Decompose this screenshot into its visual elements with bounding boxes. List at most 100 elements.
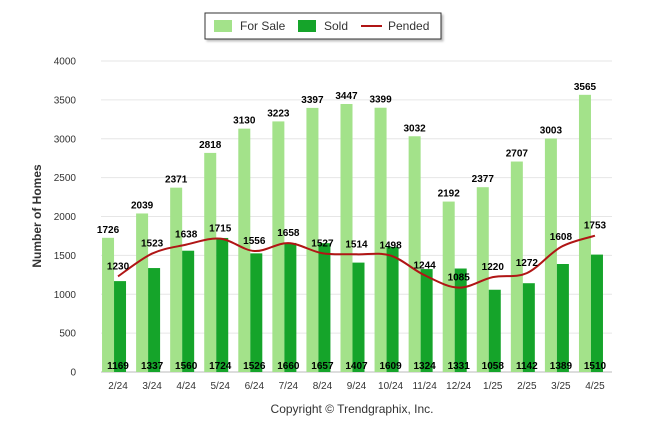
sold-value-label: 1609 [379,361,402,372]
bar-for-sale [272,121,285,373]
sold-value-label: 1337 [141,361,164,372]
bar-sold [114,281,127,372]
for-sale-value-label: 3130 [233,116,256,127]
pended-value-label: 1514 [345,239,368,250]
x-tick-label: 3/25 [551,381,571,392]
for-sale-value-label: 2818 [199,140,222,151]
bar-sold [488,289,501,372]
sold-value-label: 1142 [516,361,538,372]
for-sale-value-label: 3223 [267,108,290,119]
pended-value-label: 1230 [107,261,130,272]
pended-line [117,234,596,289]
y-tick-label: 500 [59,329,76,340]
pended-value-label: 1608 [550,232,573,243]
copyright-footer: Copyright © Trendgraphix, Inc. [271,402,434,416]
x-axis-ticks: 2/24 3/24 4/24 5/24 6/24 7/24 8/24 9/24 10/24 11/… [108,381,605,392]
x-tick-label: 4/25 [585,381,605,392]
sold-value-label: 1324 [414,361,437,372]
for-sale-value-label: 3565 [574,82,597,93]
pended-value-label: 1220 [482,262,505,273]
sold-value-label: 1560 [175,361,198,372]
bar-sold [454,268,467,372]
for-sale-value-label: 3447 [335,91,358,102]
bar-sold [250,253,263,372]
legend-label-pended: Pended [388,19,429,33]
x-tick-label: 7/24 [279,381,299,392]
bar-for-sale [238,128,251,372]
for-sale-value-label: 2039 [131,200,154,211]
y-tick-label: 1000 [54,290,77,301]
for-sale-value-label: 3032 [404,123,427,134]
for-sale-value-label: 3003 [540,126,563,137]
x-tick-label: 2/25 [517,381,537,392]
sold-value-label: 1657 [311,361,334,372]
x-tick-label: 11/24 [412,381,437,392]
sold-value-label: 1331 [448,361,471,372]
bar-sold [522,283,535,372]
x-tick-label: 1/25 [483,381,503,392]
bar-for-sale [306,107,319,373]
for-sale-value-label: 2707 [506,149,529,160]
bar-for-sale [204,152,217,372]
for-sale-value-label: 2192 [438,189,461,200]
bar-sold [318,243,331,372]
x-tick-label: 4/24 [176,381,196,392]
y-axis-ticks: 0 500 1000 1500 2000 2500 3000 3500 4000 [54,57,77,379]
bar-sold [386,246,399,372]
bar-sold [182,250,195,372]
for-sale-value-label: 1726 [97,225,120,236]
pended-value-label: 1527 [311,238,334,249]
pended-value-label: 1085 [448,273,471,284]
x-tick-label: 8/24 [313,381,333,392]
pended-value-label: 1272 [516,258,539,269]
sold-value-label: 1058 [482,361,505,372]
pended-value-label: 1658 [277,228,300,239]
bar-for-sale [408,136,421,372]
pended-value-label: 1523 [141,239,164,250]
for-sale-value-label: 2377 [472,174,495,185]
legend-box [204,12,442,40]
legend: For Sale Sold Pended [204,12,442,40]
sold-value-label: 1526 [243,361,266,372]
sold-value-label: 1660 [277,361,300,372]
bar-for-sale [374,107,387,372]
y-axis-label: Number of Homes [30,164,44,268]
y-tick-label: 4000 [54,57,77,68]
bar-sold [420,269,433,372]
pended-line-path [117,234,596,289]
y-tick-label: 2000 [54,212,77,223]
legend-label-for-sale: For Sale [240,19,286,33]
y-tick-label: 2500 [54,173,77,184]
pended-value-label: 1498 [379,241,402,252]
bar-for-sale [102,237,115,372]
for-sale-value-label: 3399 [369,95,392,106]
y-tick-label: 3500 [54,95,77,106]
pended-value-label: 1753 [584,221,607,232]
bar-sold [284,242,297,372]
pended-value-label: 1556 [243,236,266,247]
y-tick-label: 0 [70,368,76,379]
sold-value-label: 1389 [550,361,573,372]
bar-for-sale [340,103,353,372]
bars [102,94,603,373]
legend-label-sold: Sold [324,19,348,33]
bar-for-sale [578,94,591,372]
x-tick-label: 3/24 [142,381,162,392]
sold-value-label: 1724 [209,361,232,372]
legend-swatch-sold [298,20,316,32]
pended-value-label: 1715 [209,224,232,235]
x-tick-label: 5/24 [210,381,230,392]
bar-for-sale [510,161,523,372]
bar-sold [590,254,603,372]
x-tick-label: 2/24 [108,381,128,392]
pended-value-label: 1638 [175,230,198,241]
bar-sold [556,264,569,372]
sold-value-label: 1407 [345,361,368,372]
sold-value-label: 1510 [584,361,607,372]
bar-sold [352,262,365,372]
for-sale-value-label: 3397 [301,95,324,106]
bar-for-sale [136,213,149,372]
legend-swatch-for-sale [214,20,232,32]
